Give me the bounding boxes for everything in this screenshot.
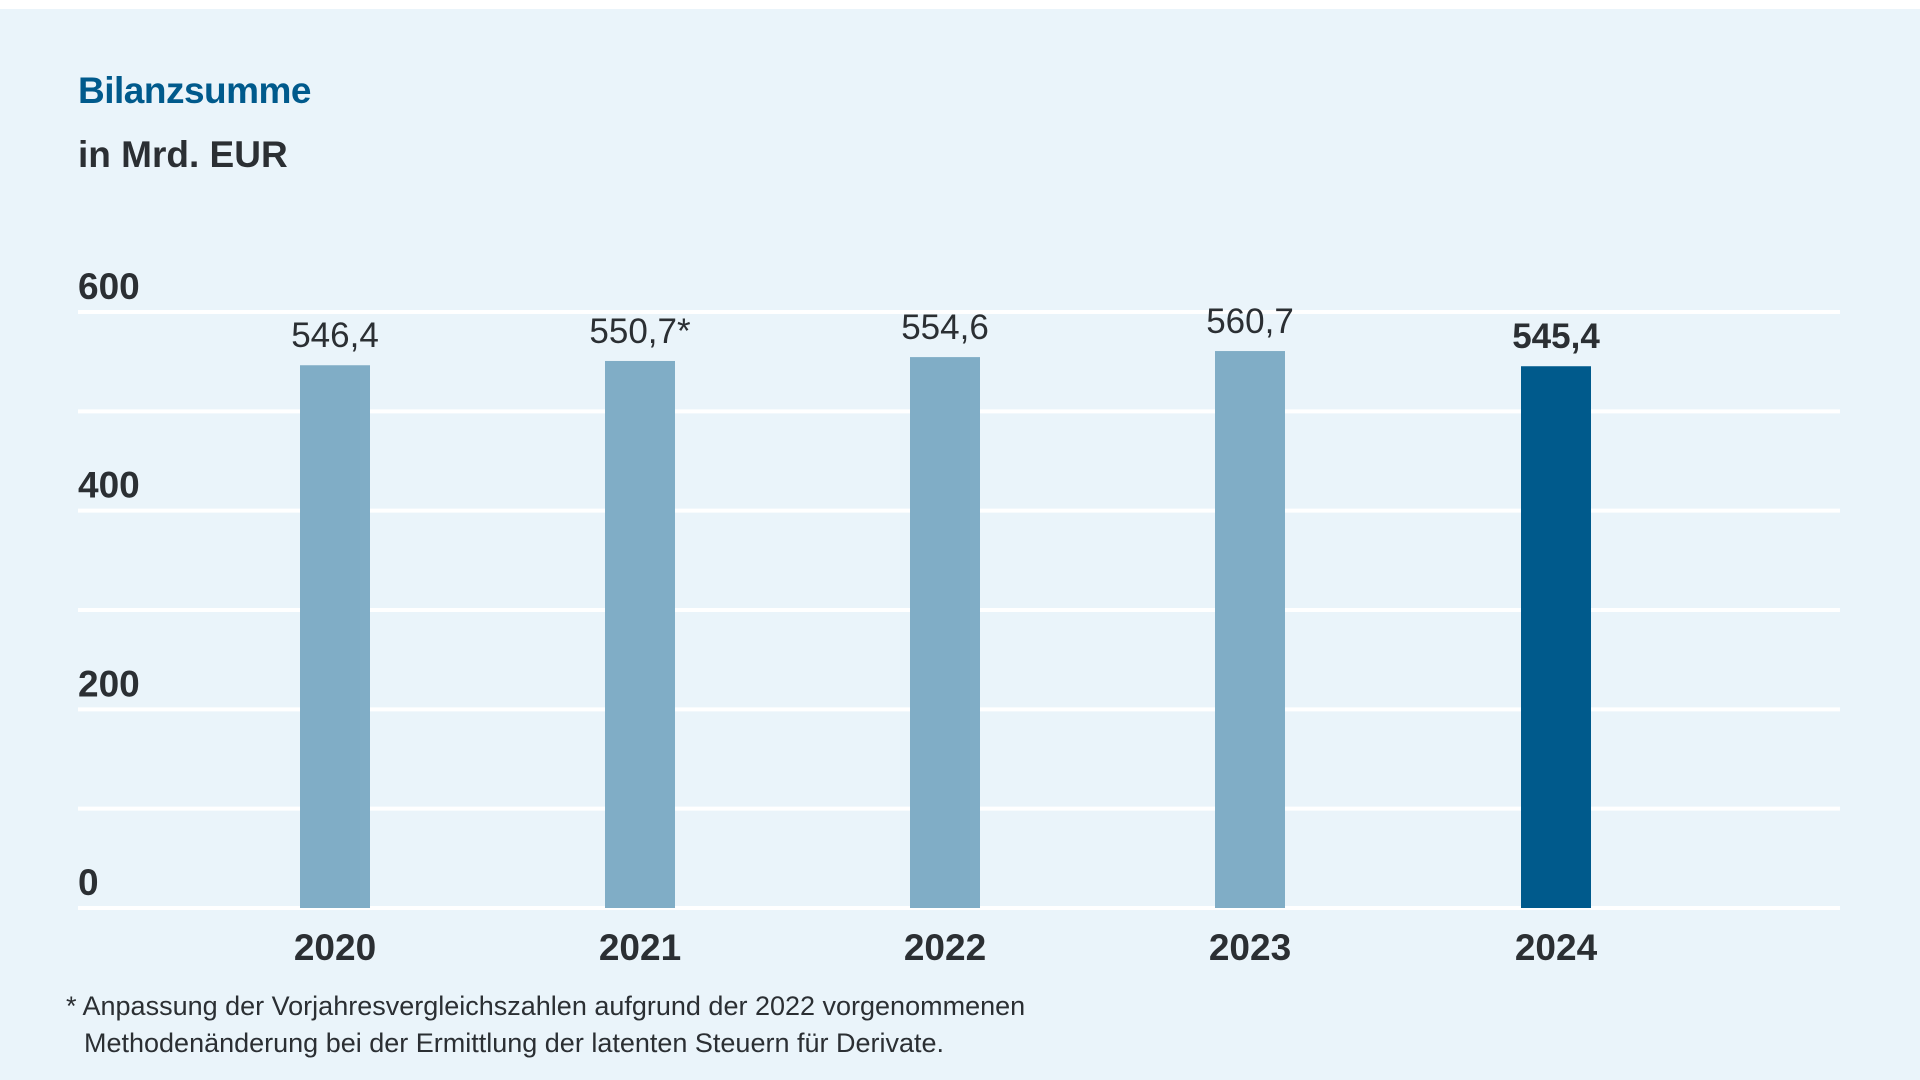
bar-value-label-2021: 550,7* (589, 312, 691, 351)
x-tick-label-2023: 2023 (1209, 927, 1291, 968)
y-tick-label: 400 (78, 465, 140, 506)
bar-2020 (300, 365, 370, 908)
chart-subtitle: in Mrd. EUR (78, 134, 288, 175)
y-tick-label: 600 (78, 266, 140, 307)
bar-value-label-2024: 545,4 (1512, 317, 1600, 356)
chart-title: Bilanzsumme (78, 70, 312, 111)
bar-2022 (910, 357, 980, 909)
x-tick-label-2024: 2024 (1515, 927, 1598, 968)
bar-2024 (1521, 366, 1591, 909)
y-axis-tick-labels: 0 200 400 600 (78, 266, 140, 903)
bar-value-label-2020: 546,4 (291, 316, 379, 355)
x-tick-label-2020: 2020 (294, 927, 376, 968)
y-tick-label: 0 (78, 862, 99, 903)
bars (300, 351, 1591, 909)
x-tick-label-2021: 2021 (599, 927, 681, 968)
x-axis-tick-labels: 2020 2021 2022 2023 2024 (294, 927, 1598, 968)
bar-2023 (1215, 351, 1285, 909)
bar-2021 (605, 360, 675, 909)
y-tick-label: 200 (78, 663, 140, 704)
bar-value-labels: 546,4 550,7* 554,6 560,7 545,4 (291, 302, 1600, 356)
bar-value-label-2023: 560,7 (1206, 302, 1294, 341)
bar-value-label-2022: 554,6 (901, 308, 989, 347)
footnote: * Anpassung der Vorjahresvergleichszahle… (66, 988, 1025, 1062)
footnote-line-1: * Anpassung der Vorjahresvergleichszahle… (66, 991, 1026, 1021)
x-tick-label-2022: 2022 (904, 927, 986, 968)
footnote-line-2: Methodenänderung bei der Ermittlung der … (84, 1028, 945, 1058)
